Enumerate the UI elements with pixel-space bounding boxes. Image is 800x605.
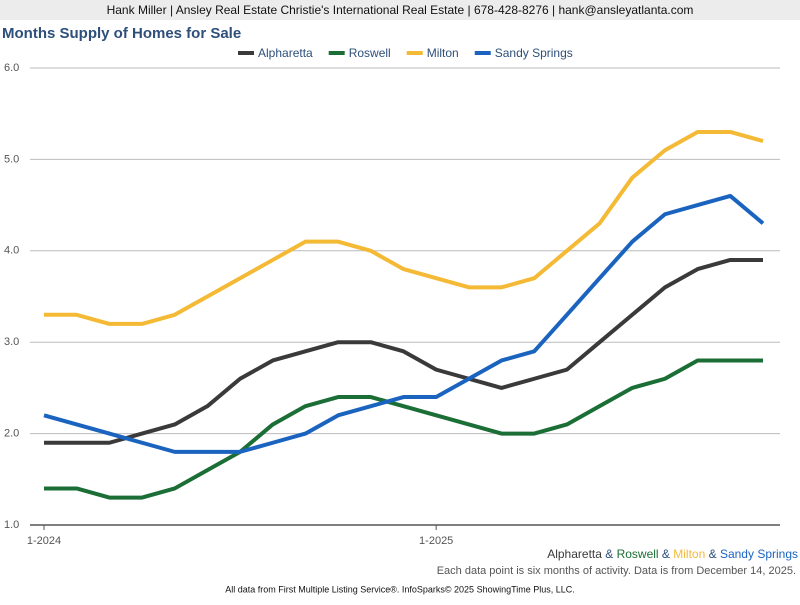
legend-footer-name: Milton bbox=[673, 547, 705, 561]
series-line bbox=[44, 358, 763, 500]
legend-footer: Alpharetta & Roswell & Milton & Sandy Sp… bbox=[547, 547, 798, 561]
y-tick-label: 3.0 bbox=[4, 336, 19, 348]
legend-label: Roswell bbox=[349, 46, 391, 60]
footer: All data from First Multiple Listing Ser… bbox=[225, 584, 575, 594]
legend-footer-separator: & bbox=[705, 547, 720, 561]
legend-footer-name: Sandy Springs bbox=[720, 547, 798, 561]
y-tick-label: 5.0 bbox=[4, 153, 19, 165]
note: Each data point is six months of activit… bbox=[437, 565, 796, 577]
y-tick-label: 2.0 bbox=[4, 428, 19, 440]
legend-footer-separator: & bbox=[602, 547, 617, 561]
y-tick-label: 6.0 bbox=[4, 62, 19, 74]
chart-title: Months Supply of Homes for Sale bbox=[2, 25, 241, 42]
legend-label: Alpharetta bbox=[258, 46, 313, 60]
x-tick-label: 1-2024 bbox=[27, 535, 61, 547]
y-tick-label: 4.0 bbox=[4, 245, 19, 257]
series-line bbox=[44, 257, 763, 445]
y-tick-label: 1.0 bbox=[4, 519, 19, 531]
header-bar bbox=[0, 0, 800, 20]
x-tick-label: 1-2025 bbox=[419, 535, 453, 547]
header: Hank Miller | Ansley Real Estate Christi… bbox=[107, 3, 694, 17]
legend-label: Sandy Springs bbox=[495, 46, 573, 60]
series-line bbox=[44, 129, 764, 326]
series-line bbox=[43, 193, 765, 454]
legend-label: Milton bbox=[427, 46, 459, 60]
legend-footer-name: Alpharetta bbox=[547, 547, 602, 561]
legend-footer-separator: & bbox=[659, 547, 674, 561]
legend-footer-name: Roswell bbox=[617, 547, 659, 561]
